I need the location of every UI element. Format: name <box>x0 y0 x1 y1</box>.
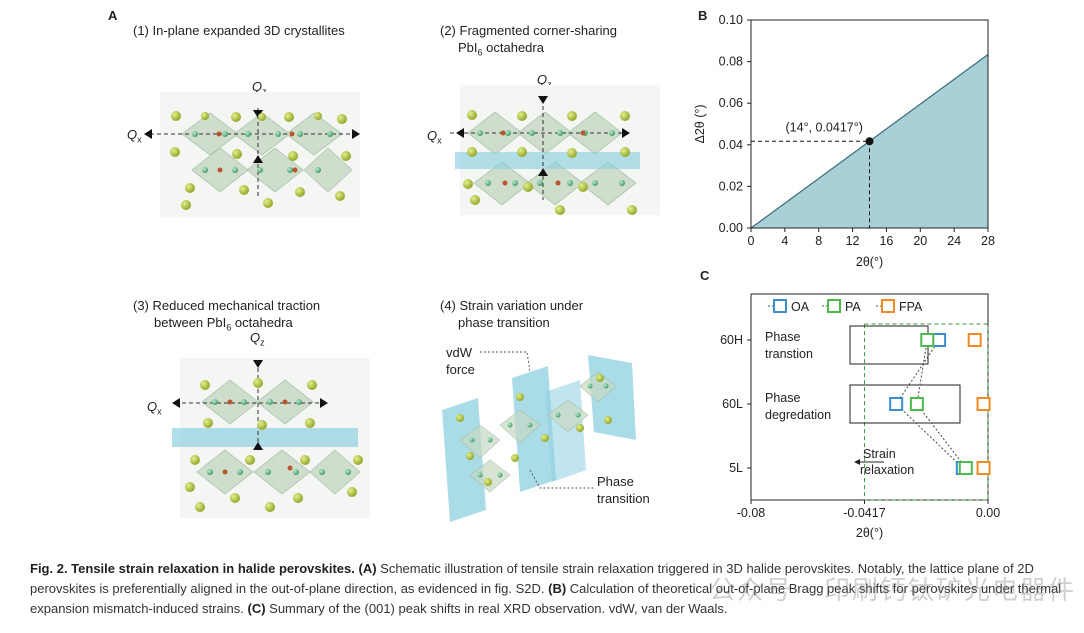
subpanel-3-title-line2: between PbI6 octahedra <box>154 315 293 333</box>
x-tick-label: 28 <box>981 234 995 248</box>
data-point-pa-60l <box>909 397 924 411</box>
scene-2-lattice <box>450 85 660 215</box>
x-tick-label: 24 <box>947 234 961 248</box>
vdw-label-line1: vdW <box>446 345 472 360</box>
y-category-label: 60H <box>720 333 743 347</box>
x-tick-label: -0.0417 <box>843 506 885 520</box>
figure-caption: Fig. 2. Tensile strain relaxation in hal… <box>30 559 1078 619</box>
subpanel-4-title-line1: (4) Strain variation under <box>440 298 584 313</box>
chart-c: OA PA FPA Phase transtion Phase degredation Str… <box>720 293 1000 540</box>
vdw-label-line2: force <box>446 362 475 377</box>
watermark: 公众号 · 印刷钙钛矿光电器件 <box>709 576 1076 606</box>
caption-a-label: (A) <box>358 561 377 576</box>
x-tick-label: -0.08 <box>737 506 766 520</box>
annotation-box-60h <box>849 325 929 365</box>
x-tick-label: 20 <box>913 234 927 248</box>
data-point-oa-60h <box>932 333 947 347</box>
x-tick-label: 4 <box>781 234 788 248</box>
x-tick-label: 8 <box>815 234 822 248</box>
data-point-pa-5l <box>958 461 973 475</box>
qz-label-1: Qz <box>252 79 267 97</box>
y-category-label: 60L <box>722 397 743 411</box>
y-tick-label: 0.00 <box>719 221 743 235</box>
caption-b-label: (B) <box>548 581 567 596</box>
x-tick-label: 12 <box>846 234 860 248</box>
annotation-label: (14°, 0.0417°) <box>786 120 863 134</box>
subpanel-1-title: (1) In-plane expanded 3D crystallites <box>133 23 345 38</box>
legend-label: FPA <box>899 300 923 314</box>
subpanel-2-title-line2: PbI6 octahedra <box>458 40 544 58</box>
caption-title: Fig. 2. Tensile strain relaxation in hal… <box>30 561 355 576</box>
annotation-point <box>865 137 874 146</box>
y-tick-label: 0.10 <box>719 13 743 27</box>
scene-1-lattice <box>144 92 360 217</box>
scene-3-lattice <box>172 358 370 518</box>
scene-4-lattice <box>442 351 636 522</box>
data-point-fpa-5l <box>976 461 991 475</box>
y-tick-label: 0.02 <box>719 179 743 193</box>
x-tick-label: 16 <box>879 234 893 248</box>
phase-transition-label-line2: transition <box>597 491 650 506</box>
pa-trend <box>916 339 967 469</box>
qx-label-1: Qx <box>127 127 142 145</box>
legend-label: OA <box>791 300 810 314</box>
subpanel-2-title-line1: (2) Fragmented corner-sharing <box>440 23 618 38</box>
caption-c-text: Summary of the (001) peak shifts in real… <box>265 601 728 616</box>
y-axis-label: Δ2θ (°) <box>693 104 707 143</box>
x-tick-label: 0.00 <box>976 506 1000 520</box>
annotation-60l-line1: Phase <box>765 391 800 405</box>
panel-a-letter: A <box>108 8 118 23</box>
panel-c-letter: C <box>700 268 710 283</box>
legend-marker <box>773 299 787 313</box>
caption-b-text: Calculation of theoretical out-of-plane … <box>30 581 1062 616</box>
qz-label-2: Qz <box>537 72 552 90</box>
subpanel-4-title-line2: phase transition <box>458 315 550 330</box>
y-tick-label: 0.08 <box>719 55 743 69</box>
annotation-5l-line1: Strain <box>863 447 896 461</box>
caption-a-text: Schematic illustration of tensile strain… <box>30 561 1034 596</box>
subpanel-3-title-line1: (3) Reduced mechanical traction <box>133 298 321 313</box>
y-category-label: 5L <box>729 461 743 475</box>
legend-label: PA <box>845 300 861 314</box>
annotation-box-60l <box>849 384 961 424</box>
threshold-region <box>863 323 989 501</box>
data-point-pa-60h <box>920 333 935 347</box>
legend-marker <box>827 299 841 313</box>
qz-label-3: Qz <box>250 330 265 348</box>
data-point-oa-60l <box>889 397 904 411</box>
qx-label-3: Qx <box>147 399 162 417</box>
caption-c-label: (C) <box>247 601 266 616</box>
x-axis-label: 2θ(°) <box>856 255 883 269</box>
annotation-60h-line1: Phase <box>765 330 800 344</box>
legend-marker <box>881 299 895 313</box>
y-tick-label: 0.04 <box>719 138 743 152</box>
data-point-fpa-60h <box>967 333 982 347</box>
annotation-5l-line2: relaxation <box>860 463 914 477</box>
qx-label-2: Qx <box>427 128 442 146</box>
x-axis-label: 2θ(°) <box>856 526 883 540</box>
annotation-60l-line2: degredation <box>765 408 831 422</box>
y-tick-label: 0.06 <box>719 96 743 110</box>
panel-a-illustrations <box>144 85 660 522</box>
panel-b-letter: B <box>698 8 708 23</box>
annotation-arrow-head <box>854 459 860 465</box>
phase-transition-label-line1: Phase <box>597 474 634 489</box>
oa-trend <box>895 339 964 469</box>
annotation-60h-line2: transtion <box>765 347 813 361</box>
chart-b: 0 4 8 12 16 20 24 28 0.00 0.02 0.04 0.06 0.08 0.10 2θ(… <box>693 13 995 269</box>
data-point-fpa-60l <box>976 397 991 411</box>
x-tick-label: 0 <box>748 234 755 248</box>
